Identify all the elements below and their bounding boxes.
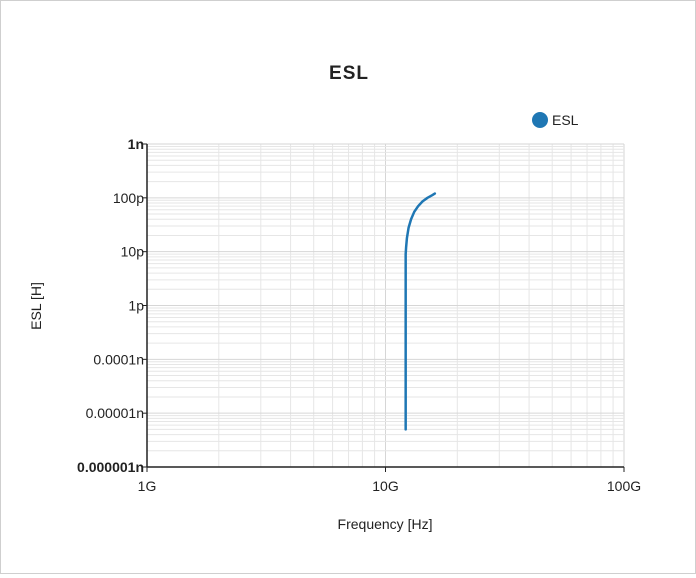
- grid-lines: [146, 143, 625, 468]
- chart-title: ESL: [329, 63, 369, 84]
- x-tick-label: 1G: [138, 478, 157, 494]
- y-tick-label: 100p: [113, 190, 144, 206]
- legend-label: ESL: [552, 112, 579, 128]
- y-axis-label: ESL [H]: [28, 282, 44, 330]
- y-tick-label: 10p: [121, 244, 145, 260]
- y-tick-label: 0.00001n: [86, 405, 144, 421]
- y-tick-label: 0.000001n: [77, 459, 144, 475]
- x-tick-label: 10G: [372, 478, 398, 494]
- x-tick-label: 100G: [607, 478, 641, 494]
- y-tick-label: 1n: [128, 136, 144, 152]
- legend-marker: [532, 112, 548, 128]
- y-tick-label: 0.0001n: [93, 351, 144, 367]
- series-line-esl: [404, 192, 437, 431]
- y-tick-label: 1p: [128, 298, 144, 314]
- x-axis-label: Frequency [Hz]: [338, 516, 433, 532]
- y-axis-ticks: 0.000001n 0.00001n 0.0001n 1p 10p 100p 1n: [77, 136, 147, 475]
- legend[interactable]: ESL: [532, 112, 579, 128]
- series-layer: [404, 192, 437, 431]
- x-axis-ticks: 1G 10G 100G: [138, 467, 641, 494]
